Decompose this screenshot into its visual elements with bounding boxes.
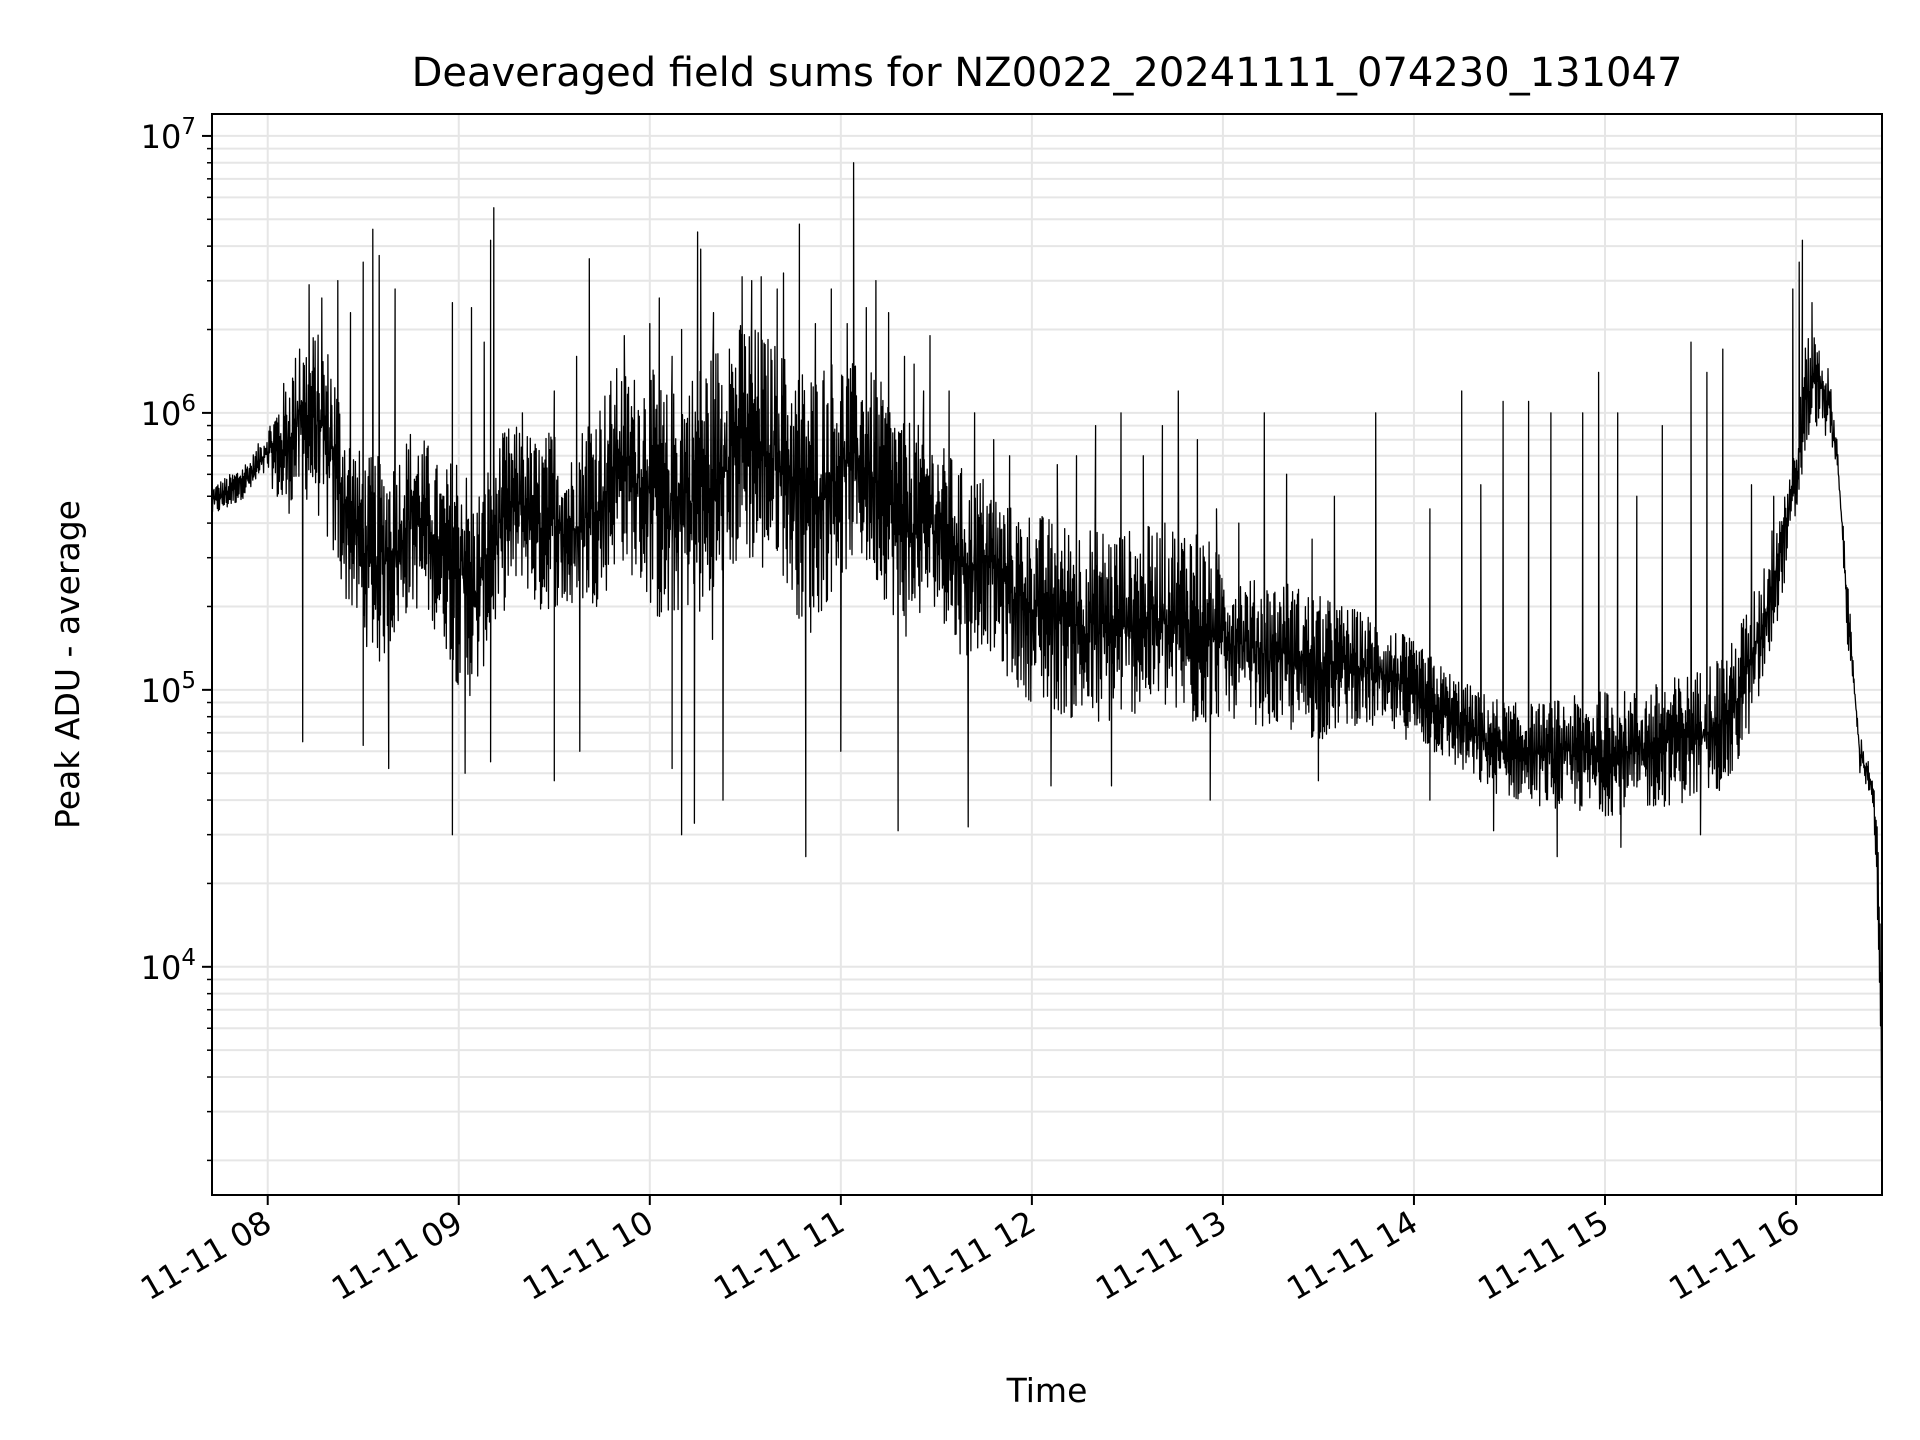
x-axis-label: Time: [1006, 1371, 1088, 1410]
y-tick-label: 106: [141, 391, 196, 433]
chart-title: Deaveraged field sums for NZ0022_2024111…: [412, 50, 1683, 96]
y-tick-label-exponent: 7: [181, 114, 196, 140]
y-axis-label: Peak ADU - average: [48, 500, 87, 829]
y-tick-label: 105: [141, 668, 196, 710]
y-tick-label-exponent: 4: [181, 945, 196, 971]
y-tick-label: 104: [141, 945, 196, 987]
y-tick-label-exponent: 6: [181, 391, 196, 417]
y-tick-label-base: 10: [141, 949, 182, 987]
y-tick-label-base: 10: [141, 672, 182, 710]
data-series: [212, 162, 1882, 1102]
series-line: [212, 162, 1882, 1102]
grid-lines: [212, 114, 1882, 1195]
y-tick-label-base: 10: [141, 118, 182, 156]
y-tick-label-base: 10: [141, 395, 182, 433]
y-tick-label-exponent: 5: [181, 668, 196, 694]
plot-frame: [211, 113, 1883, 1196]
y-tick-label: 107: [141, 114, 196, 156]
